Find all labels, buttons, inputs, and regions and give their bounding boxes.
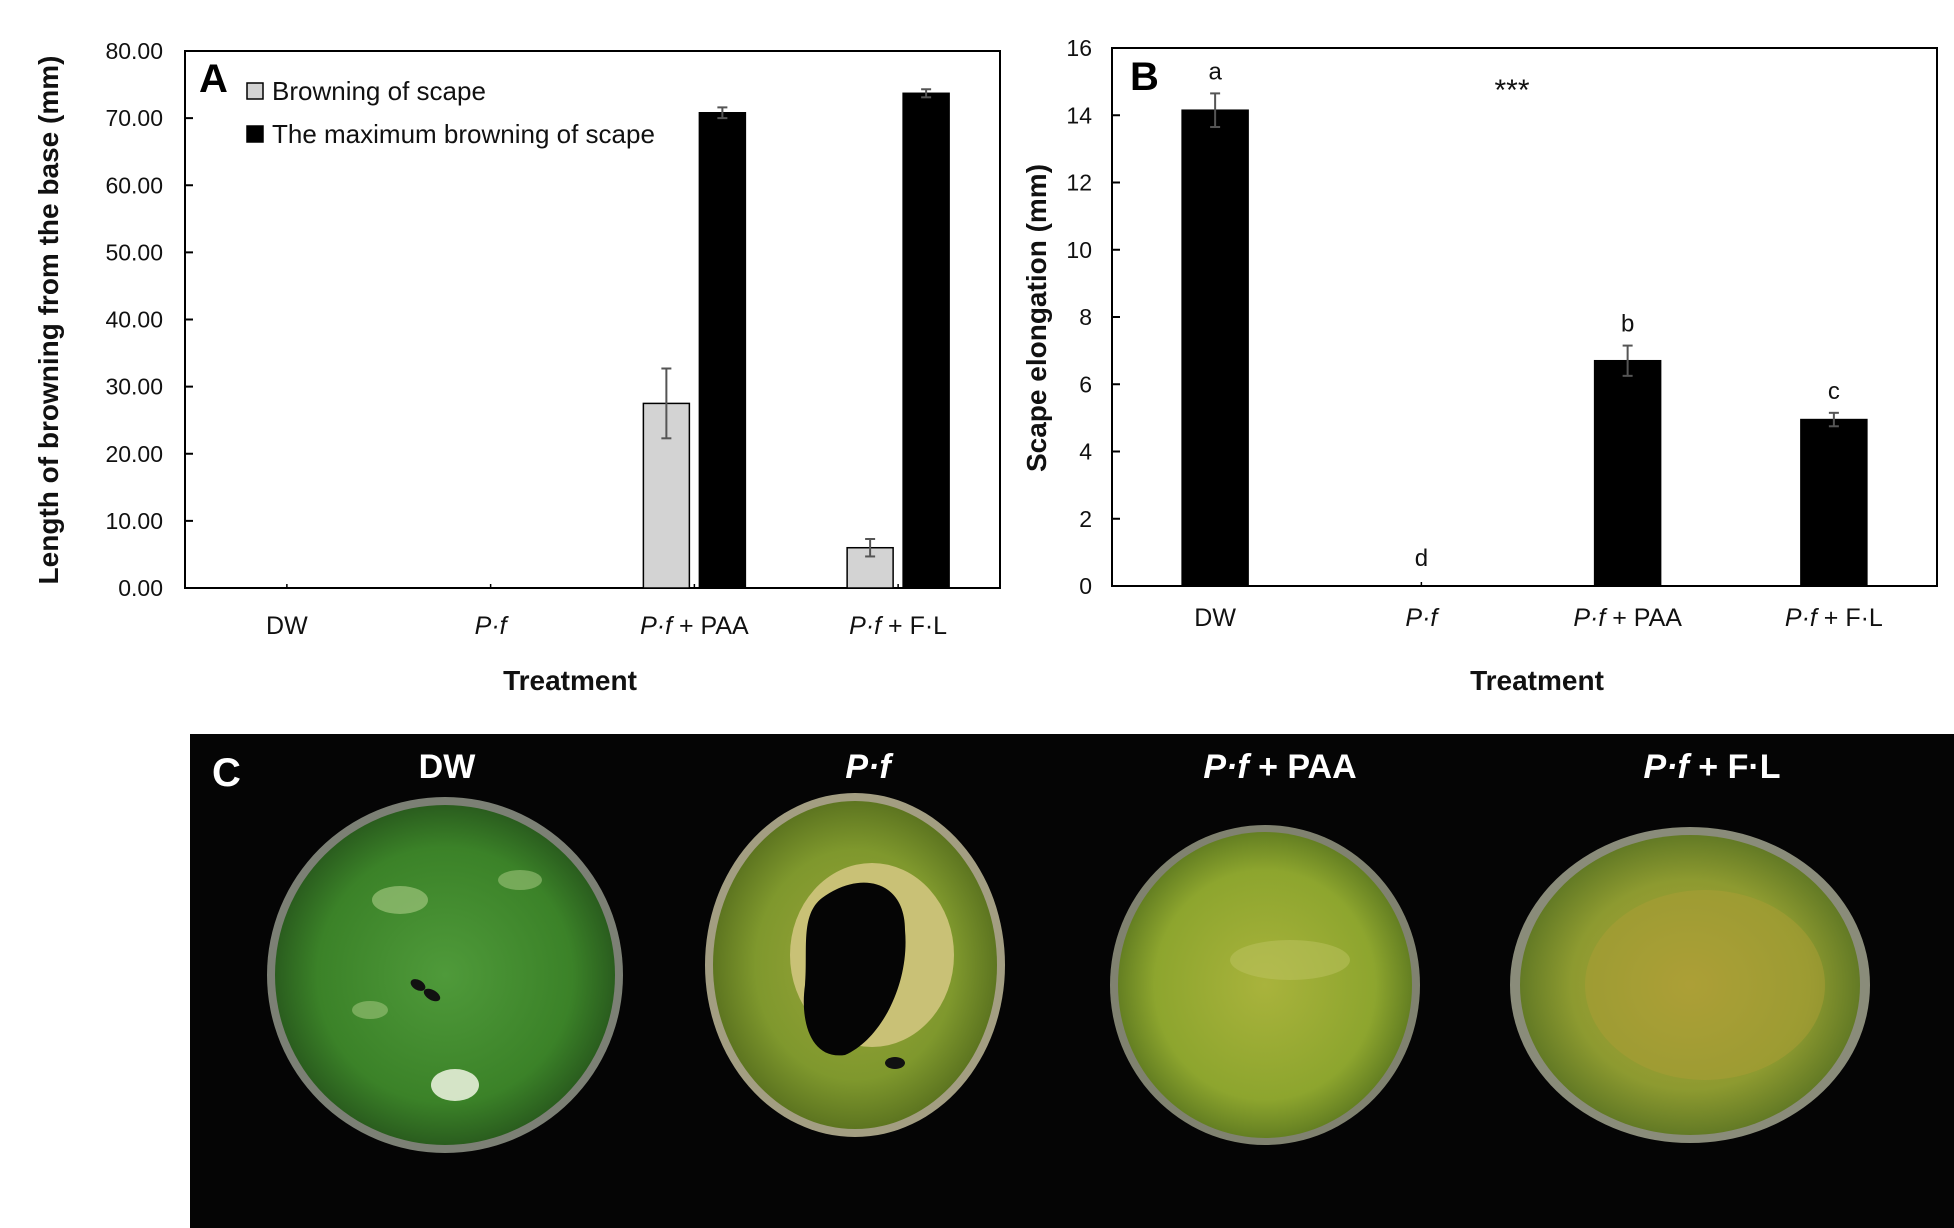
y-axis-title-a: Length of browning from the base (mm) <box>33 56 64 585</box>
photo-label-italic: P·f <box>1203 748 1252 786</box>
error-bar-b <box>1828 411 1839 428</box>
x-tick-label-a: P·f + PAA <box>640 612 749 640</box>
photo-pf-section <box>705 793 1005 1137</box>
x-axis-title-b: Treatment <box>1470 665 1604 696</box>
x-axis-title-a: Treatment <box>503 665 637 696</box>
panel-letter-b: B <box>1130 55 1159 99</box>
panel-letter-a: A <box>199 57 228 101</box>
x-tick-label-b: P·f <box>1405 604 1440 632</box>
photo-label: P·f + PAA <box>1203 748 1356 786</box>
y-tick-label-a: 20.00 <box>105 441 163 467</box>
significance-letter: c <box>1828 378 1840 405</box>
y-tick-label-b: 10 <box>1066 237 1092 263</box>
legend-swatch-a <box>246 82 264 100</box>
x-tick-label-b-italic: P·f <box>1785 604 1820 632</box>
photo-label-text: DW <box>419 748 477 786</box>
error-bar-a <box>717 106 728 120</box>
legend-swatch-a <box>246 125 264 143</box>
y-tick-label-a: 80.00 <box>105 38 163 64</box>
bar-b <box>1800 418 1868 587</box>
significance-letter: a <box>1208 58 1222 85</box>
bar-b <box>1181 109 1249 587</box>
x-tick-label-b-italic: P·f <box>1405 604 1440 632</box>
error-bar-a <box>921 88 932 99</box>
y-tick-label-b: 4 <box>1079 439 1092 465</box>
error-bar-a <box>661 367 672 440</box>
x-tick-label-a: DW <box>266 612 308 640</box>
x-tick-label-b-text: + F·L <box>1817 604 1883 632</box>
y-tick-label-b: 14 <box>1066 102 1092 128</box>
x-tick-label-b-italic: P·f <box>1573 604 1608 632</box>
x-tick-label-b: P·f + PAA <box>1573 604 1682 632</box>
x-tick-label-a-text: DW <box>266 612 308 640</box>
y-tick-label-a: 0.00 <box>118 575 163 601</box>
y-tick-label-a: 50.00 <box>105 239 163 265</box>
y-tick-label-a: 70.00 <box>105 105 163 131</box>
x-tick-label-a-italic: P·f <box>849 612 884 640</box>
y-tick-label-b: 8 <box>1079 304 1092 330</box>
y-tick-label-b: 12 <box>1066 170 1092 196</box>
legend-label-a: The maximum browning of scape <box>272 119 655 149</box>
error-bar-b <box>1210 92 1221 129</box>
x-tick-label-a-italic: P·f <box>640 612 675 640</box>
error-bar-a <box>865 537 876 558</box>
y-tick-label-a: 60.00 <box>105 172 163 198</box>
y-tick-label-b: 2 <box>1079 506 1092 532</box>
photo-label: DW <box>419 748 477 786</box>
y-tick-label-b: 6 <box>1079 371 1092 397</box>
bar-a-series-1 <box>698 112 747 589</box>
y-tick-label-a: 30.00 <box>105 374 163 400</box>
x-tick-label-a-italic: P·f <box>475 612 510 640</box>
photo-label-text: + PAA <box>1249 748 1357 786</box>
y-tick-label-a: 40.00 <box>105 307 163 333</box>
photo-label-italic: P·f <box>845 748 894 786</box>
bar-a-series-1 <box>902 92 950 589</box>
chart-panel-a: A 0.00 10.00 20.00 30.00 40.00 50.00 60.00 70.0… <box>33 38 1001 696</box>
x-tick-label-b-text: + PAA <box>1605 604 1682 632</box>
y-axis-title-b: Scape elongation (mm) <box>1021 164 1052 472</box>
y-tick-label-b: 16 <box>1066 35 1092 61</box>
x-tick-label-a-text: + F·L <box>881 612 947 640</box>
photo-panel-c: C DW P·f P·f + PAA P·f + F·L <box>190 734 1954 1228</box>
error-bar-b <box>1622 344 1633 377</box>
y-tick-label-a: 10.00 <box>105 508 163 534</box>
photo-pf-fl-section <box>1510 827 1870 1143</box>
significance-letter: d <box>1415 545 1428 572</box>
legend-label-a: Browning of scape <box>272 76 486 106</box>
x-tick-label-b: P·f + F·L <box>1785 604 1883 632</box>
photo-dw-section <box>267 797 623 1153</box>
x-tick-label-b: DW <box>1194 604 1236 632</box>
legend-a: Browning of scape The maximum browning of… <box>246 76 655 149</box>
photo-label: P·f <box>845 748 894 786</box>
y-tick-label-b: 0 <box>1079 573 1092 599</box>
x-tick-label-a: P·f + F·L <box>849 612 947 640</box>
photo-label-italic: P·f <box>1644 748 1693 786</box>
significance-letter: b <box>1621 311 1634 338</box>
panel-letter-c: C <box>212 751 241 795</box>
x-tick-label-a: P·f <box>475 612 510 640</box>
bar-b <box>1593 359 1662 587</box>
x-tick-label-a-text: + PAA <box>672 612 749 640</box>
photo-pf-paa-section <box>1110 825 1420 1145</box>
significance-annotation: *** <box>1494 74 1529 107</box>
x-tick-label-b-text: DW <box>1194 604 1236 632</box>
photo-label: P·f + F·L <box>1644 748 1781 786</box>
photo-label-text: + F·L <box>1689 748 1781 786</box>
